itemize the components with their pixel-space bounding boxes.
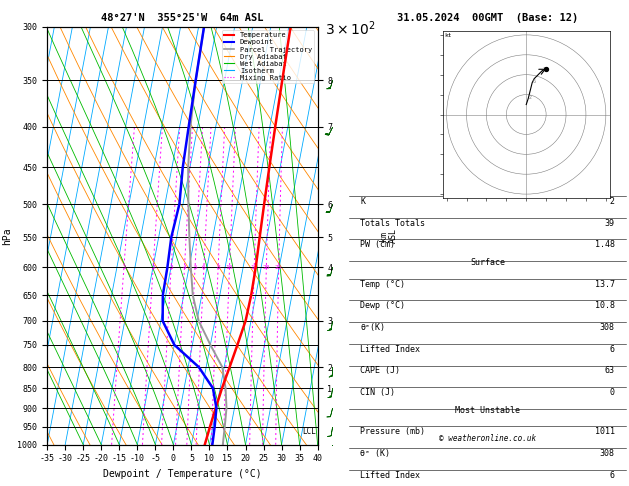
Text: 6: 6 [532,79,535,84]
Text: 6: 6 [610,345,615,354]
Text: 6: 6 [202,265,206,270]
Text: PW (cm): PW (cm) [360,241,395,249]
Text: 39: 39 [605,219,615,227]
Text: 8: 8 [216,265,220,270]
Text: 4: 4 [182,265,186,270]
Text: Most Unstable: Most Unstable [455,406,520,415]
X-axis label: Dewpoint / Temperature (°C): Dewpoint / Temperature (°C) [103,469,262,479]
Text: 1: 1 [122,265,126,270]
Y-axis label: km
ASL: km ASL [379,228,398,243]
Text: Totals Totals: Totals Totals [360,219,425,227]
Text: Temp (°C): Temp (°C) [360,279,405,289]
Text: 308: 308 [600,449,615,458]
Text: 16: 16 [250,265,258,270]
Text: 63: 63 [605,366,615,376]
Text: 13.7: 13.7 [595,279,615,289]
Text: K: K [360,197,365,206]
Text: 6: 6 [610,471,615,480]
Text: Pressure (mb): Pressure (mb) [360,427,425,436]
Text: 10: 10 [226,265,233,270]
Text: 0: 0 [610,388,615,397]
Text: 2: 2 [610,197,615,206]
Text: 2: 2 [528,95,531,100]
Text: 10.8: 10.8 [595,301,615,310]
Legend: Temperature, Dewpoint, Parcel Trajectory, Dry Adiabat, Wet Adiabat, Isotherm, Mi: Temperature, Dewpoint, Parcel Trajectory… [222,30,314,83]
Text: 1011: 1011 [595,427,615,436]
Text: 1.48: 1.48 [595,241,615,249]
Text: © weatheronline.co.uk: © weatheronline.co.uk [439,434,536,443]
Title: 48°27'N  355°25'W  64m ASL: 48°27'N 355°25'W 64m ASL [101,13,264,23]
Text: 25: 25 [275,265,282,270]
Text: LCL: LCL [303,427,316,436]
Text: 5: 5 [193,265,197,270]
Text: 20: 20 [263,265,270,270]
Text: CIN (J): CIN (J) [360,388,395,397]
Text: 31.05.2024  00GMT  (Base: 12): 31.05.2024 00GMT (Base: 12) [397,13,578,22]
Text: Lifted Index: Lifted Index [360,471,420,480]
Text: Lifted Index: Lifted Index [360,345,420,354]
Text: θᵉ (K): θᵉ (K) [360,449,390,458]
Text: Surface: Surface [470,258,505,267]
Text: kt: kt [445,33,452,38]
Text: 3: 3 [169,265,173,270]
Text: 2: 2 [151,265,155,270]
Text: CAPE (J): CAPE (J) [360,366,400,376]
Point [541,65,551,72]
Text: 308: 308 [600,323,615,332]
Text: θᵉ(K): θᵉ(K) [360,323,385,332]
Text: Dewp (°C): Dewp (°C) [360,301,405,310]
Text: 10: 10 [542,67,548,72]
Y-axis label: hPa: hPa [2,227,12,244]
